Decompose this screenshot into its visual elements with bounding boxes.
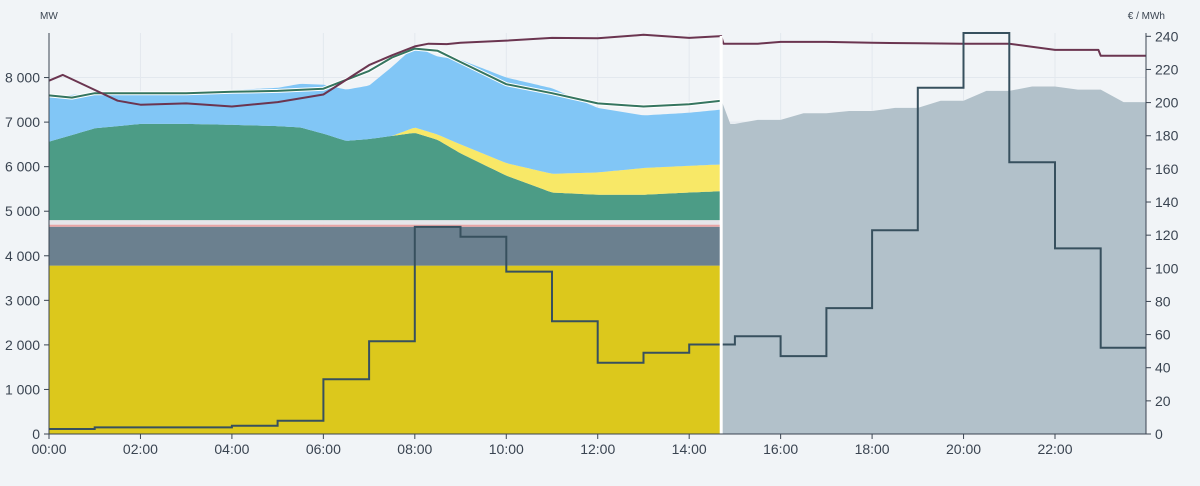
- total-outline-line: [48, 47, 722, 108]
- right-tick-label: 0: [1155, 426, 1163, 442]
- left-tick-label: 6 000: [5, 159, 40, 175]
- right-tick-label: 160: [1155, 161, 1179, 177]
- x-tick-label: 10:00: [489, 441, 524, 457]
- right-tick-label: 140: [1155, 194, 1179, 210]
- left-tick-label: 4 000: [5, 248, 40, 264]
- consumption-line: [48, 33, 1146, 108]
- x-tick-label: 16:00: [763, 441, 798, 457]
- left-tick-label: 7 000: [5, 114, 40, 130]
- x-tick-label: 04:00: [214, 441, 249, 457]
- left-tick-label: 0: [32, 426, 40, 442]
- right-tick-label: 100: [1155, 260, 1179, 276]
- right-tick-label: 120: [1155, 227, 1179, 243]
- right-tick-label: 80: [1155, 293, 1171, 309]
- right-tick-label: 20: [1155, 393, 1171, 409]
- left-tick-label: 2 000: [5, 337, 40, 353]
- nuclear-area: [49, 265, 722, 434]
- x-tick-label: 08:00: [397, 441, 432, 457]
- x-tick-label: 06:00: [306, 441, 341, 457]
- right-tick-label: 180: [1155, 128, 1179, 144]
- left-tick-label: 3 000: [5, 292, 40, 308]
- thermal-area: [49, 226, 722, 266]
- price-step-line: [49, 32, 1146, 430]
- right-axis-unit-label: € / MWh: [1128, 11, 1165, 22]
- hydro-area: [49, 123, 722, 221]
- x-tick-label: 00:00: [31, 441, 66, 457]
- chart-lines: [48, 32, 1146, 434]
- wind-area: [49, 46, 722, 174]
- x-tick-label: 22:00: [1037, 441, 1072, 457]
- left-axis-unit-label: MW: [40, 11, 58, 22]
- white_band-area: [49, 220, 722, 225]
- left-tick-label: 5 000: [5, 203, 40, 219]
- right-tick-label: 60: [1155, 327, 1171, 343]
- pink_band-area: [49, 224, 722, 227]
- right-tick-label: 40: [1155, 360, 1171, 376]
- generation-areas: [49, 46, 1146, 434]
- right-tick-label: 220: [1155, 61, 1179, 77]
- left-tick-label: 8 000: [5, 70, 40, 86]
- x-tick-label: 14:00: [672, 441, 707, 457]
- forecast-area: [721, 86, 1146, 434]
- x-tick-label: 12:00: [580, 441, 615, 457]
- x-tick-label: 02:00: [123, 441, 158, 457]
- solar-area: [49, 123, 722, 195]
- left-tick-label: 1 000: [5, 381, 40, 397]
- axes: MW € / MWh 0 1 000 2 000 3 000 4 000 5 000 6 0…: [5, 11, 1179, 457]
- right-tick-label: 200: [1155, 95, 1179, 111]
- x-tick-label: 18:00: [855, 441, 890, 457]
- right-tick-label: 240: [1155, 28, 1179, 44]
- x-tick-label: 20:00: [946, 441, 981, 457]
